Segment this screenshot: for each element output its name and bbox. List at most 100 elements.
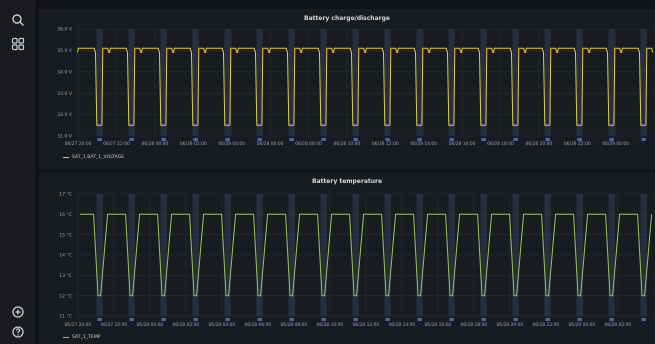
eclipse-band xyxy=(512,194,519,316)
y-tick-label: 13 °C xyxy=(59,273,72,279)
eclipse-band xyxy=(384,194,391,316)
y-tick-label: 31.0 V xyxy=(57,134,73,140)
eclipse-marker xyxy=(257,138,262,141)
x-tick-label: 06/28 04:00 xyxy=(218,141,245,147)
eclipse-band xyxy=(480,194,487,316)
panel-title: Battery charge/discharge xyxy=(304,15,390,22)
legend-voltage[interactable]: SAT_1.BAT_1_VOLTAGE xyxy=(63,155,124,160)
x-tick-label: 06/28 02:00 xyxy=(173,322,200,328)
eclipse-band xyxy=(160,29,167,136)
eclipse-band xyxy=(448,29,455,136)
eclipse-band xyxy=(448,194,455,316)
y-tick-label: 32.0 V xyxy=(57,112,73,118)
eclipse-band xyxy=(256,194,263,316)
plus-circle-icon[interactable] xyxy=(8,302,28,322)
legend-swatch xyxy=(63,336,69,339)
legend-label: SAT_1.BAT_1_VOLTAGE xyxy=(72,155,125,160)
eclipse-band xyxy=(320,194,327,316)
eclipse-marker xyxy=(193,318,198,321)
eclipse-band xyxy=(576,29,583,136)
x-tick-label: 06/28 06:00 xyxy=(257,141,284,147)
eclipse-marker xyxy=(417,318,422,321)
x-tick-label: 06/27 20:00 xyxy=(65,141,92,147)
eclipse-marker xyxy=(321,318,326,321)
eclipse-marker xyxy=(449,318,454,321)
x-tick-label: 06/28 02:00 xyxy=(180,141,207,147)
x-tick-label: 06/27 22:00 xyxy=(103,141,130,147)
eclipse-band xyxy=(224,29,231,136)
eclipse-marker xyxy=(225,138,230,141)
eclipse-marker xyxy=(161,318,166,321)
eclipse-band xyxy=(416,194,423,316)
eclipse-marker xyxy=(353,138,358,141)
x-tick-label: 06/27 20:00 xyxy=(65,322,92,328)
eclipse-band xyxy=(384,29,391,136)
y-tick-label: 14 °C xyxy=(59,253,72,259)
x-tick-label: 06/28 14:00 xyxy=(389,322,416,328)
eclipse-marker xyxy=(545,318,550,321)
sidebar xyxy=(0,0,37,344)
eclipse-marker xyxy=(129,138,134,141)
eclipse-band xyxy=(256,29,263,136)
eclipse-band xyxy=(640,29,647,136)
panel-battery-charge: Battery charge/discharge 36.0 V 35.0 V 34.… xyxy=(39,9,655,169)
y-tick-label: 36.0 V xyxy=(57,27,73,33)
search-icon[interactable] xyxy=(8,10,28,30)
x-tick-label: 06/28 18:00 xyxy=(487,141,514,147)
x-tick-label: 06/28 06:00 xyxy=(245,322,272,328)
eclipse-marker xyxy=(289,138,294,141)
y-tick-label: 35.0 V xyxy=(57,48,73,54)
x-tick-label: 06/28 22:00 xyxy=(564,141,591,147)
x-tick-label: 06/28 16:00 xyxy=(425,322,452,328)
eclipse-band xyxy=(192,29,199,136)
eclipse-band xyxy=(288,29,295,136)
eclipse-band xyxy=(96,194,103,316)
legend-label: SAT_1_TEMP xyxy=(72,335,101,340)
series-line-voltage xyxy=(77,47,654,126)
x-tick-label: 06/28 10:00 xyxy=(334,141,361,147)
x-tick-label: 06/28 00:00 xyxy=(142,141,169,147)
eclipse-band xyxy=(512,29,519,136)
x-tick-label: 06/29 00:00 xyxy=(602,141,629,147)
eclipse-band xyxy=(544,194,551,316)
x-tick-label: 06/28 14:00 xyxy=(410,141,437,147)
eclipse-marker xyxy=(481,318,486,321)
x-tick-label: 06/28 22:00 xyxy=(533,322,560,328)
eclipse-marker xyxy=(97,318,102,321)
eclipse-marker xyxy=(577,138,582,141)
y-tick-label: 15 °C xyxy=(59,232,72,238)
legend-swatch xyxy=(63,156,69,159)
x-tick-label: 06/28 16:00 xyxy=(449,141,476,147)
x-tick-label: 06/29 00:00 xyxy=(569,322,596,328)
series-line-temperature xyxy=(80,213,653,297)
y-tick-label: 12 °C xyxy=(59,293,72,299)
eclipse-marker xyxy=(385,138,390,141)
x-tick-label: 06/28 04:00 xyxy=(209,322,236,328)
dashboards-icon[interactable] xyxy=(8,34,28,54)
eclipse-marker xyxy=(321,138,326,141)
eclipse-band xyxy=(480,29,487,136)
eclipse-marker xyxy=(609,138,614,141)
eclipse-band xyxy=(128,29,135,136)
legend-temperature[interactable]: SAT_1_TEMP xyxy=(63,335,101,340)
eclipse-marker xyxy=(353,318,358,321)
eclipse-band xyxy=(352,29,359,136)
eclipse-marker xyxy=(513,318,518,321)
x-tick-label: 06/28 20:00 xyxy=(497,322,524,328)
eclipse-marker xyxy=(545,138,550,141)
eclipse-band xyxy=(608,29,615,136)
eclipse-band xyxy=(96,29,103,136)
eclipse-marker xyxy=(161,138,166,141)
help-icon[interactable] xyxy=(8,322,28,342)
x-tick-label: 06/28 00:00 xyxy=(137,322,164,328)
eclipse-band xyxy=(192,194,199,316)
eclipse-marker xyxy=(97,138,102,141)
x-tick-label: 06/28 08:00 xyxy=(295,141,322,147)
eclipse-band xyxy=(576,194,583,316)
eclipse-marker xyxy=(225,318,230,321)
x-tick-label: 06/28 20:00 xyxy=(526,141,553,147)
eclipse-band xyxy=(224,194,231,316)
eclipse-marker xyxy=(257,318,262,321)
eclipse-band xyxy=(288,194,295,316)
eclipse-marker xyxy=(641,138,646,141)
